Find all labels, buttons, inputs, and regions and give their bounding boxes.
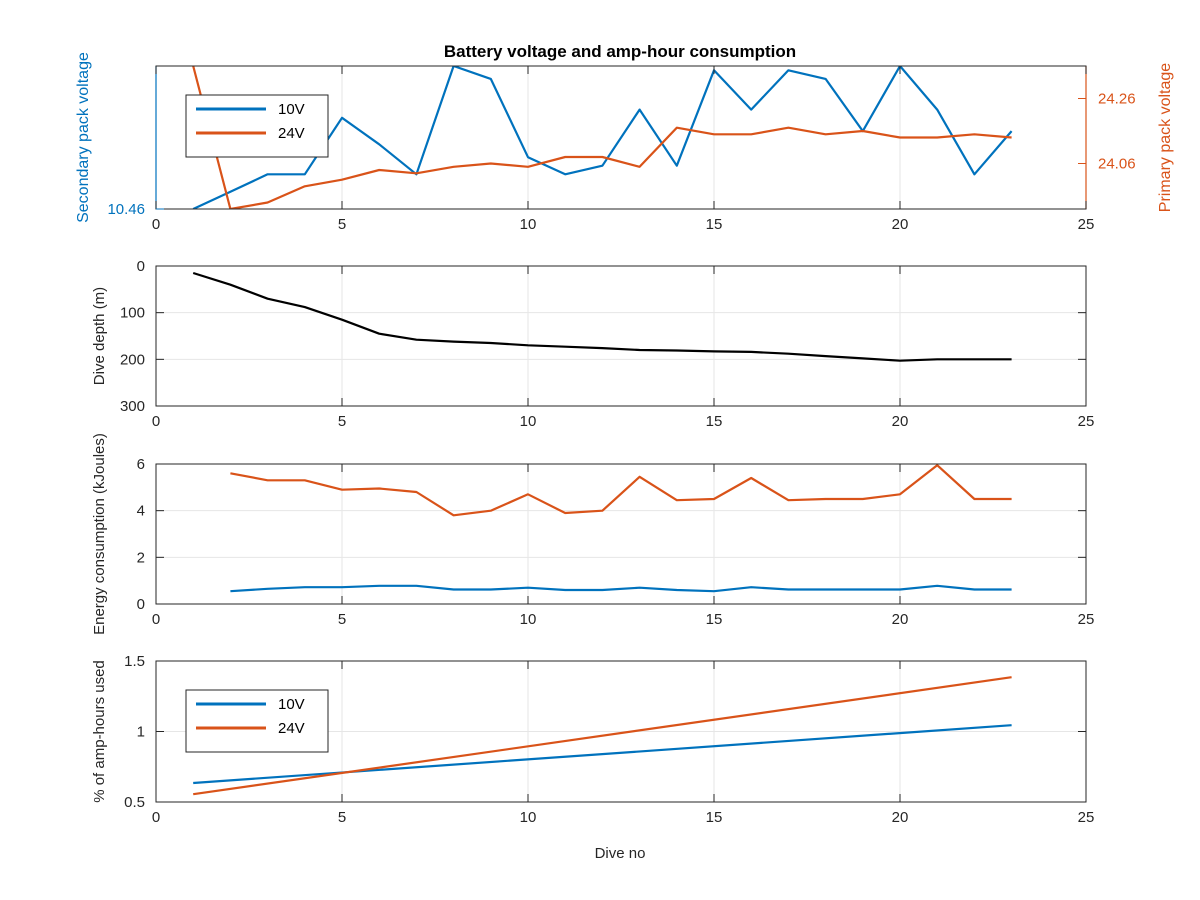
y-tick-label: 1 (137, 724, 145, 741)
legend-label-10V: 10V (278, 696, 305, 713)
plot-area (230, 464, 1012, 593)
x-tick-label: 15 (706, 413, 723, 430)
y-tick-label: 300 (120, 398, 145, 415)
y-axis-label: Dive depth (m) (91, 287, 108, 385)
legend-box (185, 689, 329, 753)
x-tick-label: 20 (892, 216, 909, 233)
x-tick-label: 15 (706, 611, 723, 628)
x-tick-label: 0 (152, 413, 160, 430)
x-tick-label: 25 (1078, 413, 1095, 430)
x-tick-label: 5 (338, 611, 346, 628)
x-tick-label: 20 (892, 809, 909, 826)
series-line-10V (192, 66, 1013, 209)
y-tick-label: 2 (137, 549, 145, 566)
plot-area (192, 66, 1013, 209)
y-tick-label: 100 (120, 305, 145, 322)
plot-area (192, 271, 1012, 362)
series-line-2 (230, 584, 1012, 593)
chart-panel-4: 0 5 10 15 20 250.511.5% of amp-hours used 10V2… (91, 653, 1094, 826)
legend-label-24V: 24V (278, 720, 305, 737)
y-tick-label: 200 (120, 351, 145, 368)
x-tick-label: 25 (1078, 809, 1095, 826)
x-tick-label: 5 (338, 809, 346, 826)
plot-area (193, 676, 1012, 796)
legend-label-24V: 24V (278, 125, 305, 142)
figure-title: Battery voltage and amp-hour consumption (444, 42, 796, 61)
left-y-axis-label: Secondary pack voltage (75, 52, 92, 223)
x-tick-label: 20 (892, 611, 909, 628)
right-y-tick-label: 24.06 (1098, 156, 1136, 173)
chart-panel-1: 0 5 10 15 20 25 10.46 24.06 24.26 Secondary pack … (75, 52, 1174, 233)
chart-panel-3: 0 5 10 15 20 25 0 2 4 6 Energy consumption (kJoule… (91, 433, 1094, 635)
x-tick-label: 0 (152, 216, 160, 233)
y-tick-label: 4 (137, 503, 145, 520)
series-line-24V (193, 676, 1012, 796)
x-tick-label: 15 (706, 216, 723, 233)
x-tick-label: 0 (152, 611, 160, 628)
y-tick-label: 0 (137, 596, 145, 613)
x-tick-label: 10 (520, 611, 537, 628)
legend-label-10V: 10V (278, 101, 305, 118)
right-y-tick-label: 24.26 (1098, 91, 1136, 108)
y-tick-label: 0 (137, 258, 145, 275)
axes-box (155, 463, 1087, 605)
axes-box (155, 265, 1087, 407)
y-axis-label: Energy consumption (kJoules) (91, 433, 108, 635)
x-tick-label: 20 (892, 413, 909, 430)
x-tick-label: 10 (520, 216, 537, 233)
x-tick-label: 10 (520, 809, 537, 826)
x-tick-label: 0 (152, 809, 160, 826)
x-tick-label: 5 (338, 413, 346, 430)
y-axis-label: % of amp-hours used (91, 660, 108, 803)
x-tick-label: 15 (706, 809, 723, 826)
series-line-1 (230, 464, 1012, 517)
y-tick-label: 1.5 (124, 653, 145, 670)
x-axis-label: Dive no (595, 845, 646, 862)
x-tick-label: 25 (1078, 216, 1095, 233)
right-y-axis-label: Primary pack voltage (1157, 63, 1174, 212)
series-line-1 (192, 271, 1012, 362)
y-tick-label: 0.5 (124, 794, 145, 811)
x-tick-label: 5 (338, 216, 346, 233)
series-line-24V (192, 66, 1012, 209)
left-y-tick-label: 10.46 (107, 201, 145, 218)
x-tick-label: 10 (520, 413, 537, 430)
x-tick-label: 25 (1078, 611, 1095, 628)
legend-box (185, 94, 329, 158)
series-line-10V (193, 724, 1012, 785)
chart-panel-2: 0 5 10 15 20 25 0 100 200 300 Dive depth (m) (91, 258, 1094, 430)
y-tick-label: 6 (137, 456, 145, 473)
